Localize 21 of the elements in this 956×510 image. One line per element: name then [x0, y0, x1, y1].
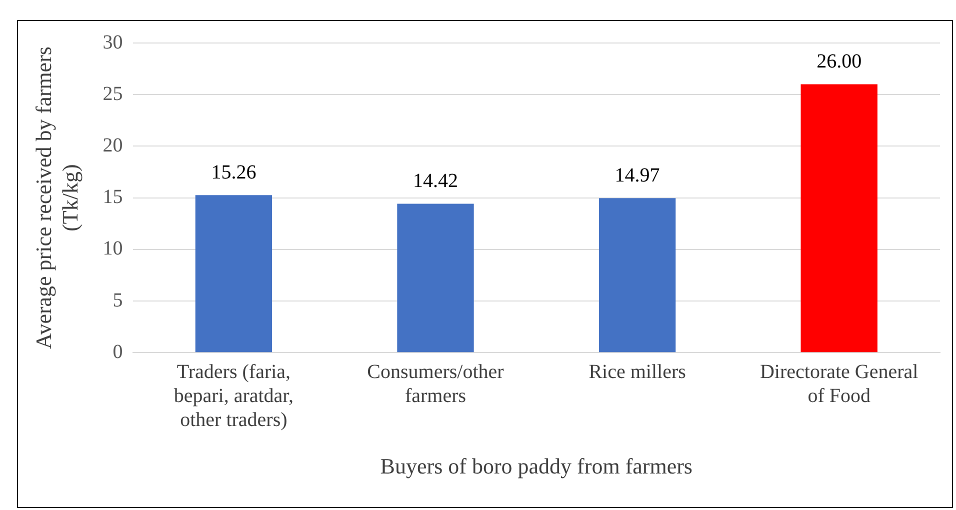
data-label: 15.26 [211, 161, 256, 184]
y-tick-label: 25 [102, 82, 123, 105]
data-label: 14.97 [614, 164, 660, 186]
y-axis-title: Average price received by farmers (Tk/kg) [30, 46, 82, 350]
bar [397, 204, 474, 352]
x-tick-label: Traders (faria, bepari, aratdar, other traders) [174, 360, 294, 431]
y-tick-label: 10 [102, 238, 123, 260]
x-tick-label: Directorate General of Food [760, 360, 919, 407]
bar [598, 198, 676, 352]
data-label: 26.00 [816, 50, 862, 73]
y-tick-label: 0 [112, 340, 123, 363]
x-axis-title: Buyers of boro paddy from farmers [380, 454, 692, 479]
bar [800, 84, 878, 352]
y-tick-label: 15 [102, 186, 123, 208]
x-tick-label: Consumers/other farmers [367, 360, 504, 407]
x-tick-label: Rice millers [588, 360, 686, 383]
y-tick-label: 20 [102, 134, 123, 156]
data-label: 14.42 [413, 170, 458, 192]
y-tick-label: 30 [102, 31, 123, 54]
bar [195, 195, 272, 352]
y-tick-label: 5 [112, 289, 123, 312]
